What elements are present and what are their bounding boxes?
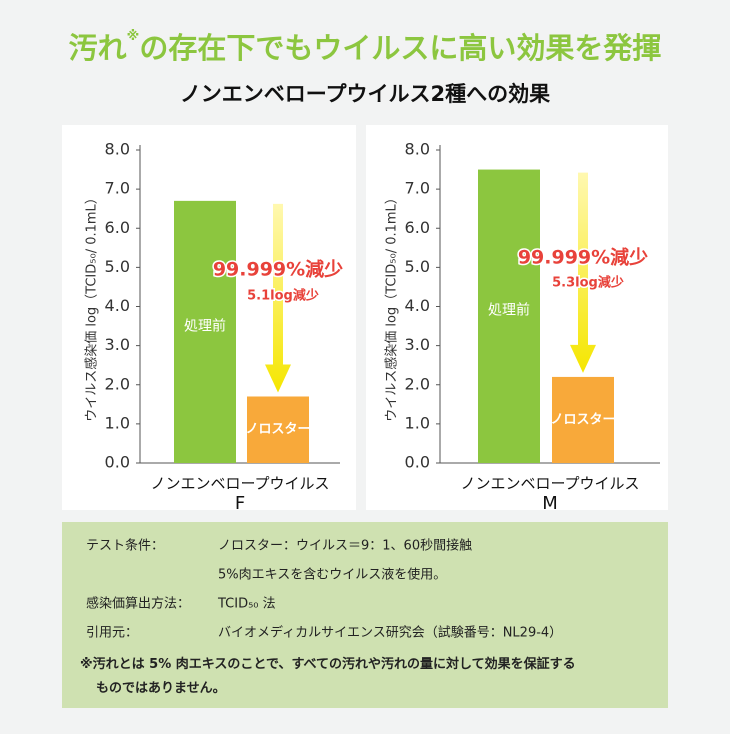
note-label: 感染価算出方法： [86,596,190,612]
note-value: TCID₅₀ 法 [217,597,276,612]
annotation: 99.999%減少 [518,246,648,269]
y-tick-label: 5.0 [405,257,430,276]
bar [552,376,614,463]
note-label: 引用元： [86,626,138,641]
note-value: ノロスター：ウイルス＝9：1、60秒間接触 [218,538,472,554]
y-tick-label: 2.0 [405,374,430,393]
y-tick-label: 8.0 [105,140,130,159]
y-tick-label: 6.0 [105,218,130,237]
y-tick-label: 4.0 [405,296,430,315]
bar-label: 処理前 [488,301,530,318]
y-tick-label: 1.0 [405,413,430,432]
bar-label: 処理前 [184,318,226,335]
y-tick-label: 6.0 [405,218,430,237]
annotation-sub: 5.3log減少 [552,275,624,291]
title-part: 汚れ [69,31,127,65]
notes-box [62,522,668,708]
footnote-line: ものではありません。 [96,681,226,696]
virus-label: M [542,493,558,514]
y-tick-label: 4.0 [105,296,130,315]
subtitle: ノンエンベロープウイルス2種への効果 [180,82,550,106]
y-tick-label: 0.0 [405,453,430,472]
title-part: の存在下でもウイルスに高い効果を発揮 [139,31,661,65]
title-mark: ※ [127,29,140,44]
y-tick-label: 2.0 [105,374,130,393]
arrow [570,172,596,373]
note-label: テスト条件： [86,538,164,554]
footnote: ※汚れとは 5% 肉エキスのことで、すべての汚れや汚れの量に対して効果を保証する… [80,656,576,696]
bar [247,396,309,463]
title: 汚れ※の存在下でもウイルスに高い効果を発揮 [69,29,662,66]
y-axis-label: ウイルス感染価 log（TCID₅₀/ 0.1mL） [384,191,400,422]
y-tick-label: 1.0 [105,413,130,432]
note-value: 5%肉エキスを含むウイルス液を使用。 [218,567,446,583]
arrow [265,203,291,393]
y-tick-label: 3.0 [105,335,130,354]
y-tick-label: 5.0 [105,257,130,276]
annotation: 99.999%減少 [213,258,343,281]
y-tick-label: 7.0 [405,179,430,198]
x-axis-label: ノンエンベロープウイルス [150,475,329,493]
bar [478,169,540,463]
x-axis-label: ノンエンベロープウイルス [460,475,639,493]
y-tick-label: 0.0 [105,453,130,472]
y-axis-label: ウイルス感染価 log（TCID₅₀/ 0.1mL） [84,191,100,422]
y-tick-label: 7.0 [105,179,130,198]
y-tick-label: 8.0 [405,140,430,159]
virus-label: F [235,493,245,514]
bar [174,200,236,464]
y-tick-label: 3.0 [405,335,430,354]
bar-label: ノロスター [550,412,615,427]
notes: テスト条件： ノロスター：ウイルス＝9：1、60秒間接触 5%肉エキスを含むウイルス… [80,538,576,696]
annotation-sub: 5.1log減少 [247,288,319,304]
footnote-line: ※汚れとは 5% 肉エキスのことで、すべての汚れや汚れの量に対して効果を保証する [80,656,576,672]
bar-label: ノロスター [245,422,310,437]
note-value: バイオメディカルサイエンス研究会（試験番号：NL29-4） [218,625,562,641]
